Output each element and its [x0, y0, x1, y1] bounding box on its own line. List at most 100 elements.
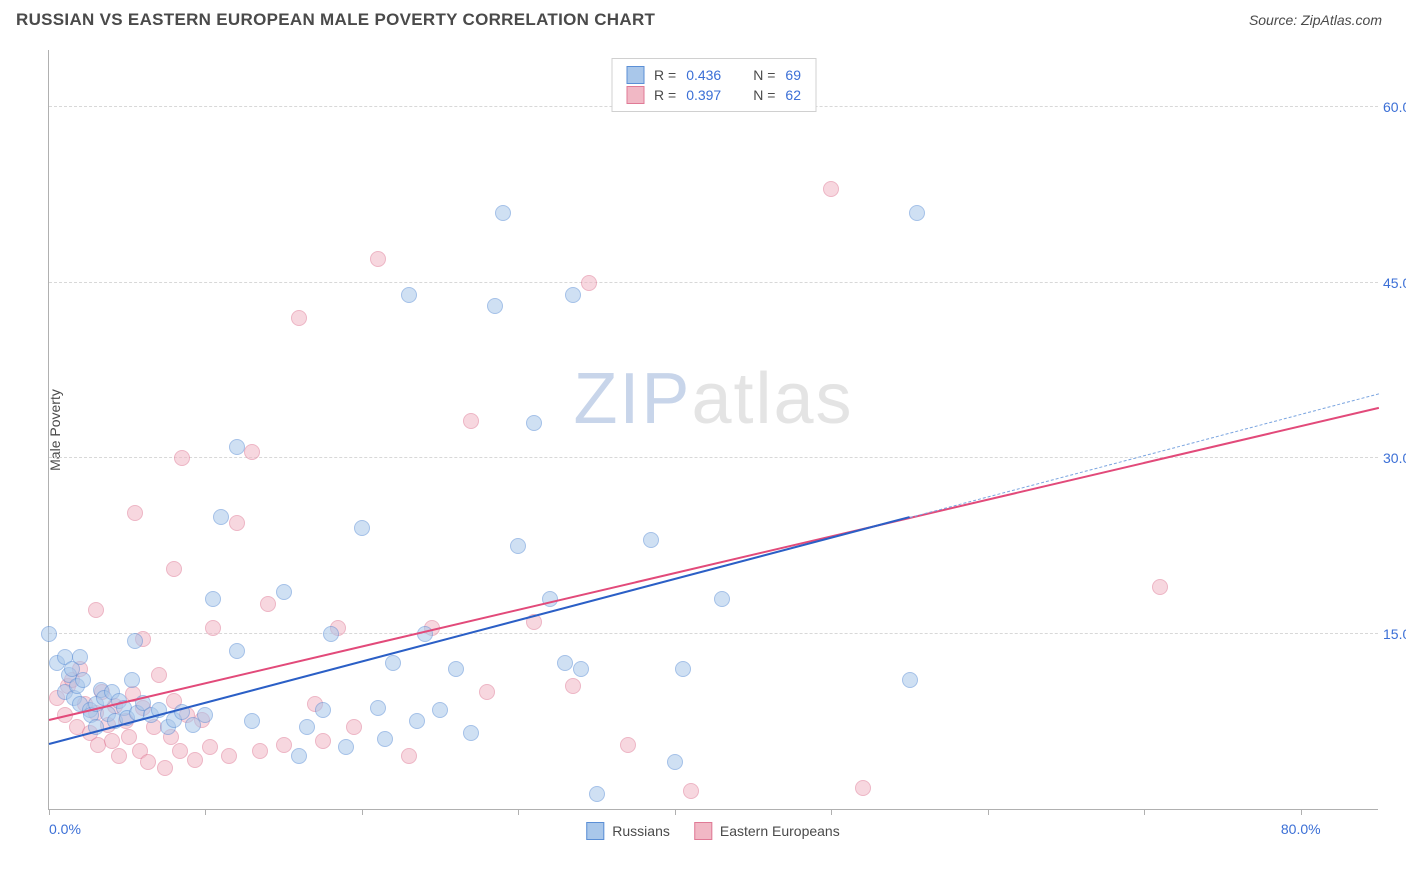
legend-row-russians: R = 0.436 N = 69 — [626, 65, 801, 85]
chart-container: Male Poverty ZIPatlas R = 0.436 N = 69 R… — [48, 50, 1378, 810]
scatter-point-eastern — [683, 783, 699, 799]
r-label: R = — [654, 67, 676, 83]
scatter-point-russians — [323, 626, 339, 642]
scatter-point-russians — [229, 643, 245, 659]
scatter-point-russians — [229, 439, 245, 455]
legend-label-russians: Russians — [612, 823, 670, 839]
watermark-zip: ZIP — [573, 359, 691, 439]
scatter-point-russians — [510, 538, 526, 554]
scatter-point-russians — [714, 591, 730, 607]
series-legend: Russians Eastern Europeans — [586, 822, 839, 840]
scatter-point-russians — [573, 661, 589, 677]
scatter-point-eastern — [221, 748, 237, 764]
scatter-point-eastern — [104, 733, 120, 749]
scatter-point-eastern — [166, 561, 182, 577]
scatter-point-russians — [902, 672, 918, 688]
scatter-point-russians — [432, 702, 448, 718]
n-value-eastern: 62 — [785, 87, 801, 103]
r-value-eastern: 0.397 — [686, 87, 721, 103]
scatter-point-eastern — [315, 733, 331, 749]
scatter-point-russians — [401, 287, 417, 303]
swatch-russians-icon — [586, 822, 604, 840]
scatter-point-eastern — [244, 444, 260, 460]
legend-label-eastern: Eastern Europeans — [720, 823, 840, 839]
scatter-point-eastern — [157, 760, 173, 776]
scatter-point-russians — [338, 739, 354, 755]
scatter-point-eastern — [151, 667, 167, 683]
chart-title: RUSSIAN VS EASTERN EUROPEAN MALE POVERTY… — [16, 10, 655, 30]
scatter-point-russians — [72, 649, 88, 665]
x-tick-label: 80.0% — [1281, 821, 1321, 837]
scatter-point-russians — [909, 205, 925, 221]
scatter-point-russians — [205, 591, 221, 607]
y-tick-label: 15.0% — [1383, 626, 1406, 642]
gridline — [49, 282, 1378, 283]
scatter-point-russians — [41, 626, 57, 642]
correlation-legend: R = 0.436 N = 69 R = 0.397 N = 62 — [611, 58, 816, 112]
scatter-point-russians — [448, 661, 464, 677]
scatter-point-eastern — [202, 739, 218, 755]
watermark-atlas: atlas — [691, 359, 853, 439]
watermark: ZIPatlas — [573, 358, 853, 440]
scatter-point-russians — [370, 700, 386, 716]
n-value-russians: 69 — [785, 67, 801, 83]
x-tick — [1144, 809, 1145, 815]
legend-item-eastern: Eastern Europeans — [694, 822, 840, 840]
scatter-point-eastern — [565, 678, 581, 694]
scatter-point-eastern — [401, 748, 417, 764]
scatter-point-russians — [675, 661, 691, 677]
scatter-point-russians — [526, 415, 542, 431]
scatter-point-eastern — [370, 251, 386, 267]
scatter-point-russians — [643, 532, 659, 548]
r-value-russians: 0.436 — [686, 67, 721, 83]
y-tick-label: 30.0% — [1383, 450, 1406, 466]
legend-row-eastern: R = 0.397 N = 62 — [626, 85, 801, 105]
scatter-point-eastern — [276, 737, 292, 753]
scatter-point-eastern — [855, 780, 871, 796]
scatter-point-russians — [487, 298, 503, 314]
scatter-point-russians — [299, 719, 315, 735]
scatter-point-russians — [291, 748, 307, 764]
scatter-point-eastern — [260, 596, 276, 612]
n-label: N = — [753, 67, 775, 83]
scatter-point-russians — [463, 725, 479, 741]
source-name: ZipAtlas.com — [1301, 12, 1382, 28]
scatter-point-russians — [276, 584, 292, 600]
scatter-point-eastern — [1152, 579, 1168, 595]
scatter-point-russians — [354, 520, 370, 536]
scatter-point-eastern — [229, 515, 245, 531]
scatter-point-eastern — [620, 737, 636, 753]
trend-line-russians — [49, 516, 910, 745]
scatter-point-eastern — [291, 310, 307, 326]
scatter-point-eastern — [111, 748, 127, 764]
scatter-point-russians — [213, 509, 229, 525]
scatter-point-eastern — [174, 450, 190, 466]
scatter-point-russians — [667, 754, 683, 770]
x-tick — [518, 809, 519, 815]
trend-dash-russians — [909, 393, 1379, 518]
scatter-point-eastern — [581, 275, 597, 291]
x-tick — [49, 809, 50, 815]
plot-area: ZIPatlas R = 0.436 N = 69 R = 0.397 N = … — [48, 50, 1378, 810]
x-tick-label: 0.0% — [49, 821, 81, 837]
scatter-point-russians — [127, 633, 143, 649]
scatter-point-eastern — [823, 181, 839, 197]
legend-item-russians: Russians — [586, 822, 670, 840]
scatter-point-eastern — [205, 620, 221, 636]
n-label: N = — [753, 87, 775, 103]
source-attribution: Source: ZipAtlas.com — [1249, 12, 1382, 28]
x-tick — [988, 809, 989, 815]
r-label: R = — [654, 87, 676, 103]
scatter-point-eastern — [252, 743, 268, 759]
y-tick-label: 60.0% — [1383, 99, 1406, 115]
x-tick — [675, 809, 676, 815]
scatter-point-russians — [495, 205, 511, 221]
x-tick — [205, 809, 206, 815]
scatter-point-russians — [244, 713, 260, 729]
scatter-point-eastern — [187, 752, 203, 768]
scatter-point-russians — [565, 287, 581, 303]
source-label: Source: — [1249, 12, 1297, 28]
scatter-point-eastern — [463, 413, 479, 429]
chart-header: RUSSIAN VS EASTERN EUROPEAN MALE POVERTY… — [0, 0, 1406, 38]
swatch-eastern-icon — [694, 822, 712, 840]
